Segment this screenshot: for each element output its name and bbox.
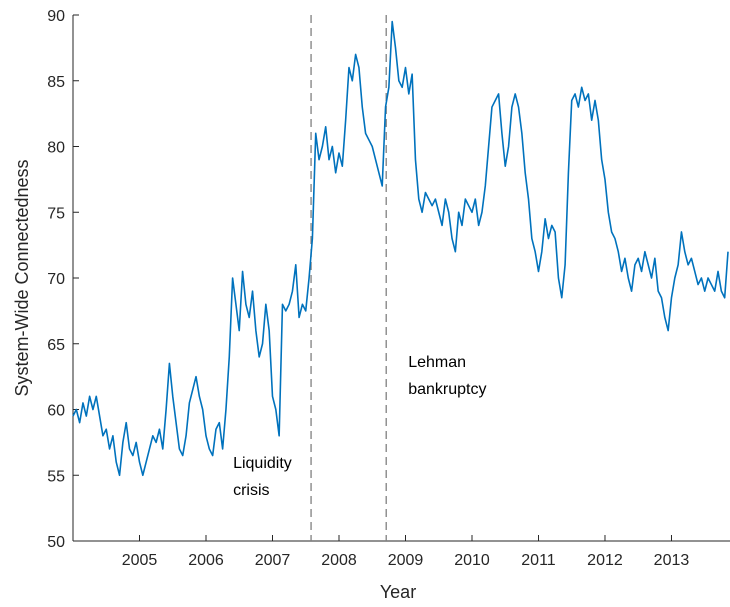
event-label: Liquidity <box>233 455 292 472</box>
y-tick-label: 65 <box>47 337 65 354</box>
y-tick-label: 70 <box>47 271 65 288</box>
x-tick-label: 2011 <box>521 552 556 569</box>
x-tick-label: 2010 <box>454 552 490 569</box>
y-tick-label: 85 <box>47 74 65 91</box>
data-line <box>72 20 729 477</box>
event-label: Lehman <box>408 354 466 371</box>
x-tick-label: 2008 <box>321 552 357 569</box>
x-tick-label: 2009 <box>388 552 424 569</box>
x-tick-label: 2013 <box>654 552 690 569</box>
x-tick-label: 2006 <box>188 552 224 569</box>
x-tick-label: 2007 <box>255 552 291 569</box>
event-label: crisis <box>233 482 269 499</box>
x-tick-label: 2005 <box>122 552 158 569</box>
y-tick-label: 90 <box>47 8 65 25</box>
y-tick-label: 60 <box>47 403 65 420</box>
x-tick-label: 2012 <box>587 552 623 569</box>
x-axis-label: Year <box>380 582 416 602</box>
y-tick-label: 80 <box>47 140 65 157</box>
y-axis-label: System-Wide Connectedness <box>12 159 32 396</box>
y-tick-label: 55 <box>47 468 65 485</box>
y-tick-label: 75 <box>47 205 65 222</box>
event-label: bankruptcy <box>408 381 486 398</box>
y-tick-label: 50 <box>47 534 65 551</box>
